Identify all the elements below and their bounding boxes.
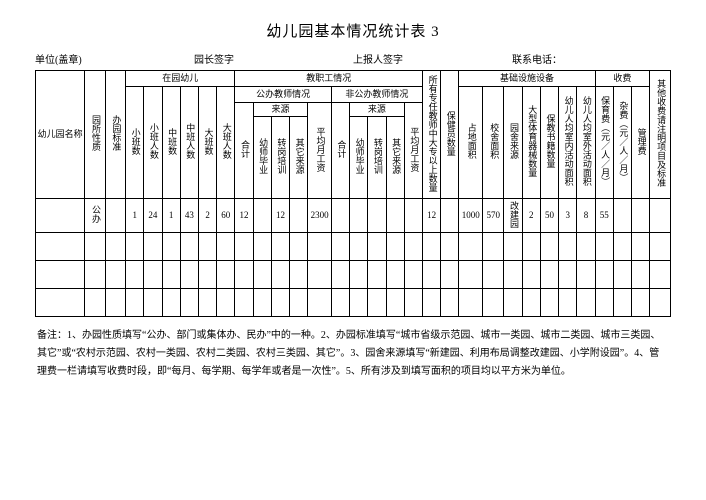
hdr-pt-total: 合计 [235,103,253,199]
hdr-nonpublic: 非公办教师情况 [331,87,422,103]
cell-mc: 1 [162,199,180,233]
hdr-sc: 小班数 [126,87,144,199]
hdr-equip: 大型体育器械数量 [522,87,540,199]
cell-np-salary [404,199,422,233]
hdr-pt-source: 来源 [253,103,308,117]
cell-miscfee [613,199,631,233]
hdr-np-source: 来源 [350,103,405,117]
cell-bsource: 改建园 [504,199,522,233]
cell-bc: 2 [198,199,216,233]
table-row [36,289,671,317]
cell-indoor: 3 [559,199,577,233]
hdr-outdoor: 幼儿人均室外活动面积 [577,87,595,199]
hdr-bc: 大班数 [198,87,216,199]
hdr-books: 保教书籍数量 [540,87,558,199]
cell-mp: 43 [180,199,198,233]
cell-carefee: 55 [595,199,613,233]
cell-pt-transfer: 12 [271,199,289,233]
cell-pt-normal [253,199,271,233]
cell-np-normal [350,199,368,233]
hdr-staff: 教职工情况 [235,71,423,87]
cell-pt-salary: 2300 [308,199,332,233]
table-row: 公办 1 24 1 43 2 60 12 12 2300 12 1000 570… [36,199,671,233]
notes: 备注：1、办园性质填写“公办、部门或集体办、民办”中的一种。2、办园标准填写“城… [35,327,671,381]
table-row [36,233,671,261]
cell-equip: 2 [522,199,540,233]
hdr-bsource: 园舍来源 [504,87,522,199]
cell-health [441,199,459,233]
cell-sp: 24 [144,199,162,233]
hdr-carefee: 保育费（元／人／月） [595,87,613,199]
hdr-name: 幼儿园名称 [36,71,85,199]
cell-pt-total: 12 [235,199,253,233]
hdr-nature: 园所性质 [85,71,105,199]
cell-np-transfer [368,199,386,233]
cell-mgmtfee [632,199,650,233]
cell-building: 570 [483,199,504,233]
hdr-indoor: 幼儿人均室内活动面积 [559,87,577,199]
hdr-facility: 基础设施设备 [459,71,595,87]
reporter-sign: 上报人签字 [353,51,512,66]
hdr-sp: 小班人数 [144,87,162,199]
hdr-pt-salary: 平均月工资 [308,103,332,199]
cell-books: 50 [540,199,558,233]
hdr-pt-normal: 幼师毕业 [253,117,271,199]
cell-pt-other [290,199,308,233]
hdr-mgmtfee: 管理费 [632,87,650,199]
hdr-np-normal: 幼师毕业 [350,117,368,199]
cell-np-other [386,199,404,233]
table-row [36,261,671,289]
hdr-np-other: 其它来源 [386,117,404,199]
phone-label: 联系电话： [512,51,671,66]
cell-nature: 公办 [85,199,105,233]
hdr-health: 保健员数量 [441,71,459,199]
cell-standard [105,199,125,233]
hdr-np-transfer: 转岗培训 [368,117,386,199]
hdr-land: 占地面积 [459,87,483,199]
meta-row: 单位(盖章) 园长签字 上报人签字 联系电话： [35,51,671,66]
cell-np-total [331,199,349,233]
hdr-miscfee: 杂费（元／人／月） [613,87,631,199]
hdr-bp: 大班人数 [217,87,235,199]
cell-outdoor: 8 [577,199,595,233]
cell-sc: 1 [126,199,144,233]
hdr-np-total: 合计 [331,103,349,199]
hdr-standard: 办园标准 [105,71,125,199]
cell-otherfee [650,199,671,233]
hdr-pt-other: 其它来源 [290,117,308,199]
stats-table: 幼儿园名称 园所性质 办园标准 在园幼儿 教职工情况 所有专任教师中大专以上数量… [35,70,671,317]
hdr-pt-transfer: 转岗培训 [271,117,289,199]
hdr-mc: 中班数 [162,87,180,199]
cell-senior: 12 [423,199,441,233]
hdr-mp: 中班人数 [180,87,198,199]
hdr-senior: 所有专任教师中大专以上数量 [423,71,441,199]
hdr-np-salary: 平均月工资 [404,103,422,199]
unit-label: 单位(盖章) [35,51,194,66]
principal-sign: 园长签字 [194,51,353,66]
cell-land: 1000 [459,199,483,233]
hdr-otherfee: 其他收费请注明项目及标准 [650,71,671,199]
hdr-building: 校舍面积 [483,87,504,199]
cell-name [36,199,85,233]
cell-bp: 60 [217,199,235,233]
page-title: 幼儿园基本情况统计表 3 [35,20,671,41]
hdr-children: 在园幼儿 [126,71,235,87]
hdr-fee: 收费 [595,71,650,87]
hdr-public: 公办教师情况 [235,87,331,103]
